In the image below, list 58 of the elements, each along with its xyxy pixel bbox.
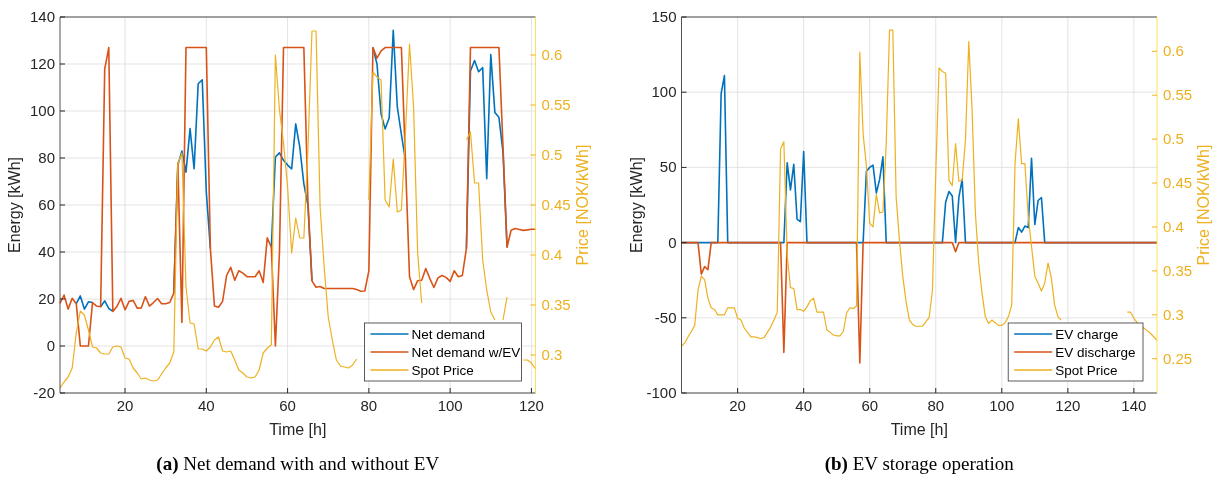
x-tick-label: 40: [197, 397, 215, 414]
y2-tick-label: 0.45: [1163, 174, 1193, 192]
x-axis-title: Time [h]: [269, 421, 327, 438]
legend-label: EV discharge: [1055, 345, 1136, 360]
legend-label: Spot Price: [1055, 363, 1118, 378]
y-tick-label: 60: [38, 196, 55, 213]
y2-axis-title: Price [NOK/kWh]: [1195, 144, 1212, 266]
text: (a) Net demand with and without EV: [156, 453, 440, 475]
x-tick-label: 80: [360, 397, 378, 414]
text: (b) EV storage operation: [824, 453, 1015, 475]
y2-tick-label: 0.5: [1163, 130, 1184, 148]
y2-tick-label: 0.55: [1163, 86, 1193, 104]
y2-tick-label: 0.35: [541, 296, 571, 313]
x-tick-label: 20: [729, 397, 746, 414]
y-axis-title: Energy [kWh]: [627, 156, 645, 254]
y-tick-label: 80: [38, 149, 55, 166]
y2-tick-label: 0.4: [1163, 217, 1184, 235]
y-tick-label: -100: [646, 384, 677, 401]
y-tick-label: 150: [651, 8, 677, 25]
y2-tick-label: 0.4: [541, 246, 563, 263]
y2-axis-title: Price [NOK/kWh]: [573, 144, 591, 266]
y2-tick-label: 0.6: [541, 46, 563, 63]
x-tick-label: 20: [116, 397, 134, 414]
y-tick-label: 140: [29, 8, 55, 25]
y-tick-label: 40: [38, 243, 55, 260]
y2-tick-label: 0.5: [541, 146, 563, 163]
x-tick-label: 100: [989, 397, 1015, 414]
y2-tick-label: 0.25: [1163, 349, 1193, 367]
y2-tick-label: 0.3: [1163, 305, 1184, 323]
x-tick-label: 40: [795, 397, 813, 414]
legend-label: Net demand w/EV: [411, 345, 521, 360]
y2-tick-label: 0.45: [541, 196, 571, 213]
x-tick-label: 60: [279, 397, 296, 414]
y-axis-title: Energy [kWh]: [6, 156, 23, 254]
x-tick-label: 120: [1055, 397, 1081, 414]
x-tick-label: 80: [927, 397, 945, 414]
line-series: [59, 46, 537, 347]
y-tick-label: -20: [33, 384, 55, 401]
legend-label: Spot Price: [411, 363, 474, 378]
y-tick-label: 100: [651, 83, 677, 101]
y-tick-label: 120: [29, 55, 55, 72]
x-tick-label: 120: [518, 397, 544, 414]
x-tick-label: 60: [861, 397, 879, 414]
y2-tick-label: 0.6: [1163, 42, 1184, 60]
y-tick-label: 0: [46, 337, 55, 354]
y2-tick-label: 0.35: [1163, 261, 1193, 279]
y-tick-label: 20: [38, 290, 55, 307]
x-tick-label: 140: [1121, 397, 1147, 414]
x-axis-title: Time [h]: [890, 421, 948, 438]
y-tick-label: 100: [29, 102, 55, 119]
y-tick-label: -50: [654, 308, 677, 326]
y2-tick-label: 0.55: [541, 96, 571, 113]
y-tick-label: 50: [659, 158, 677, 176]
legend-label: Net demand: [411, 327, 486, 342]
x-tick-label: 100: [437, 397, 463, 414]
legend-label: EV charge: [1055, 327, 1119, 342]
y2-tick-label: 0.3: [541, 346, 563, 363]
y-tick-label: 0: [668, 233, 677, 251]
